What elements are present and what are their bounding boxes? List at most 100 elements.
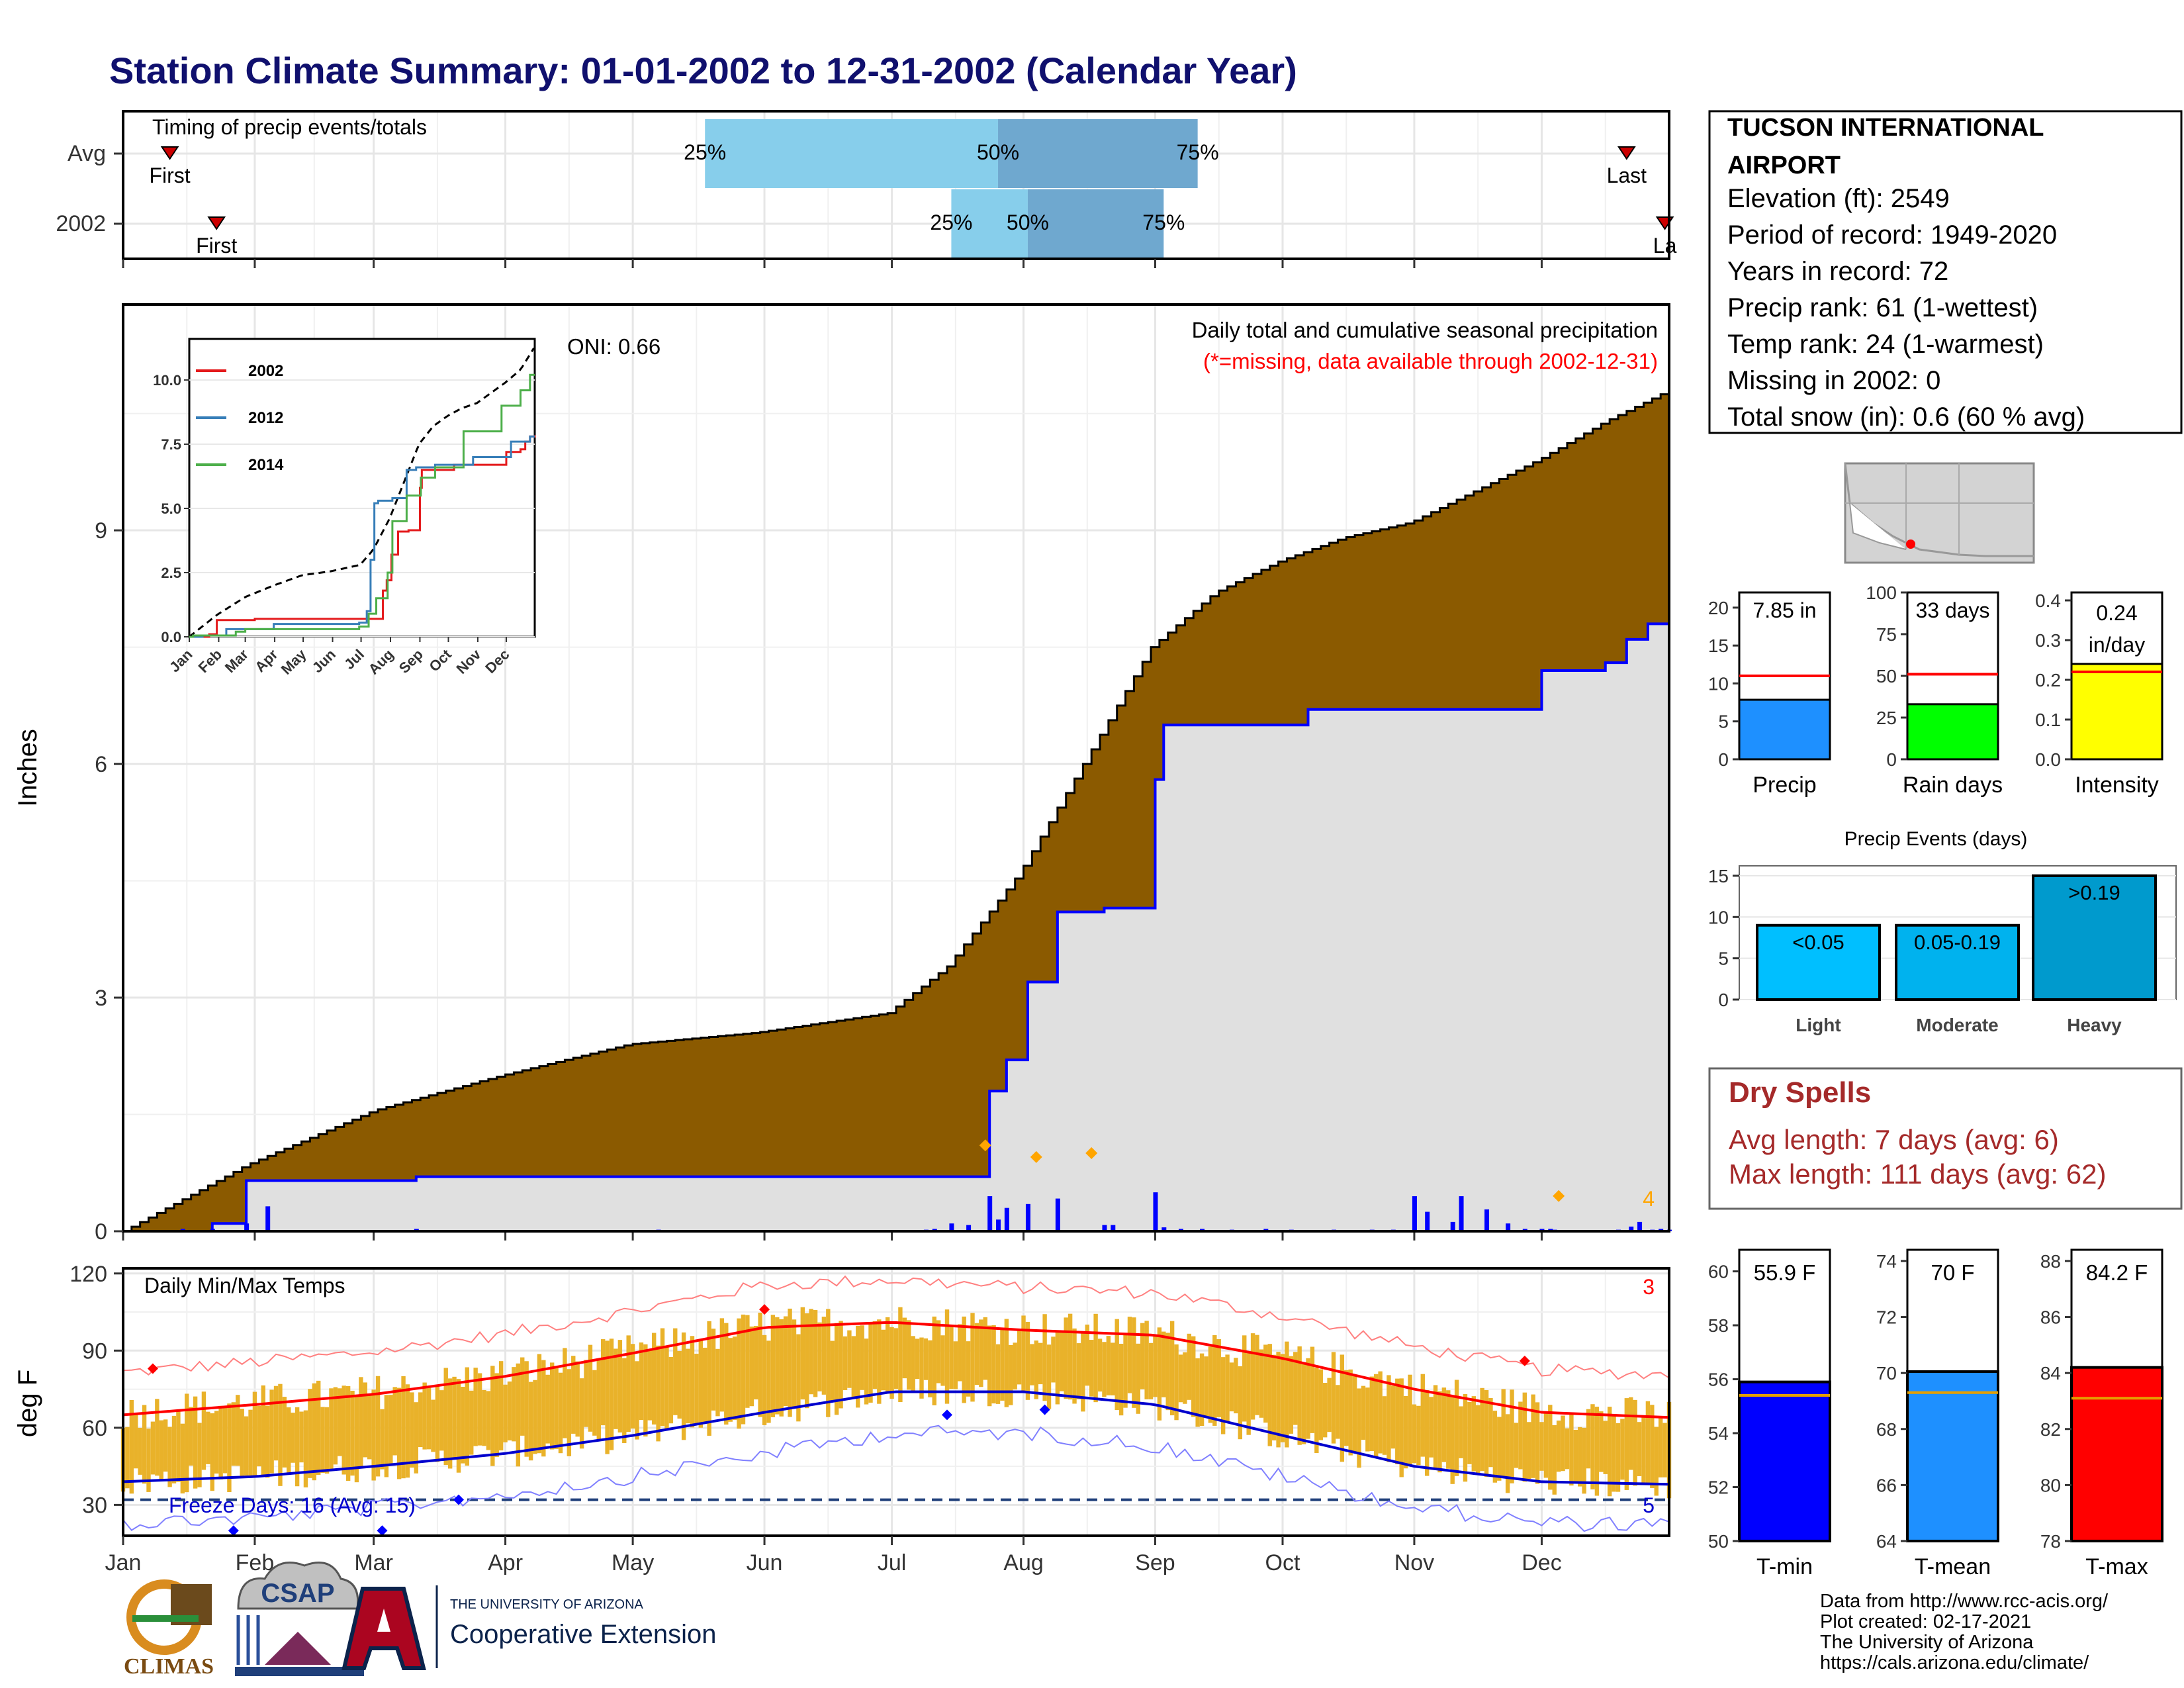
first-event-label: First — [196, 234, 237, 258]
daily-temp-bar — [1072, 1328, 1077, 1404]
summary-bar-y-tick: 5 — [1718, 712, 1729, 732]
daily-temp-bar — [592, 1370, 597, 1436]
daily-temp-bar — [426, 1387, 432, 1450]
daily-temp-bar — [1365, 1387, 1370, 1452]
daily-temp-bar — [125, 1427, 130, 1489]
daily-temp-bar — [681, 1332, 686, 1440]
daily-temp-bar — [596, 1358, 601, 1441]
daily-temp-bar — [422, 1382, 427, 1450]
daily-temp-bar — [146, 1429, 151, 1492]
daily-temp-bar — [1399, 1378, 1404, 1477]
daily-temp-bar — [813, 1310, 818, 1397]
daily-temp-bar — [1068, 1313, 1073, 1400]
daily-temp-bar — [1403, 1395, 1408, 1469]
inset-legend-label: 2012 — [248, 409, 283, 427]
daily-temp-bar — [1030, 1344, 1034, 1385]
daily-temp-bar — [626, 1335, 631, 1432]
daily-temp-bar — [1424, 1389, 1430, 1476]
daily-temp-bar — [1416, 1405, 1421, 1466]
daily-temp-bar — [473, 1368, 478, 1446]
daily-temp-bar — [461, 1386, 465, 1464]
station-temp-rank: Temp rank: 24 (1-warmest) — [1727, 330, 2044, 359]
daily-temp-bar — [392, 1387, 397, 1456]
summary-bar-value-label: in/day — [2089, 633, 2145, 657]
daily-precip-bar — [1111, 1225, 1116, 1231]
daily-temp-bar — [1238, 1366, 1243, 1440]
university-of-arizona-logo: THE UNIVERSITY OF ARIZONA Cooperative Ex… — [341, 1585, 716, 1670]
daily-temp-bar — [1060, 1332, 1064, 1391]
daily-temp-bar — [830, 1340, 835, 1403]
temp-bar-y-tick: 64 — [1876, 1531, 1897, 1552]
daily-temp-bar — [1446, 1390, 1451, 1469]
record-high-marker — [147, 1363, 158, 1374]
station-precip-rank: Precip rank: 61 (1-wettest) — [1727, 293, 2038, 322]
daily-temp-bar — [711, 1329, 716, 1411]
month-tick-label: Jun — [747, 1550, 783, 1575]
daily-temp-bar — [639, 1342, 644, 1421]
month-tick-label: Jan — [105, 1550, 142, 1575]
daily-temp-bar — [1387, 1375, 1391, 1462]
temp-bar-value — [1738, 1380, 1831, 1543]
daily-temp-bar — [1102, 1342, 1107, 1397]
daily-precip-bar — [996, 1219, 1001, 1231]
daily-precip-bar — [1629, 1226, 1634, 1231]
daily-temp-bar — [1306, 1358, 1310, 1439]
daily-temp-bar — [1220, 1357, 1226, 1434]
precip-events-category: Moderate — [1916, 1015, 1998, 1035]
footer-data-source: Data from http://www.rcc-acis.org/ — [1820, 1591, 2109, 1612]
daily-temp-bar — [282, 1397, 287, 1468]
timing-p50-label: 50% — [1007, 211, 1049, 234]
daily-temp-bar — [236, 1395, 240, 1466]
footer-created: Plot created: 02-17-2021 — [1820, 1611, 2031, 1632]
daily-precip-bar — [1459, 1196, 1464, 1231]
daily-temp-bar — [690, 1336, 695, 1428]
daily-temp-bar — [477, 1373, 482, 1446]
daily-temp-bar — [155, 1399, 159, 1476]
daily-temp-bar — [291, 1413, 295, 1463]
timing-panel: 25% 50% 75% First Last 25% 50% 75% First La Timin… — [56, 110, 1677, 268]
daily-temp-bar — [1459, 1406, 1463, 1458]
daily-temp-bar — [1590, 1404, 1595, 1489]
daily-temp-bar — [312, 1383, 316, 1481]
month-tick-label: Apr — [488, 1550, 523, 1575]
daily-temp-bar — [1650, 1405, 1655, 1489]
daily-temp-bar — [193, 1396, 198, 1489]
daily-temp-bar — [456, 1379, 461, 1473]
timing-bar-25-50-Avg — [705, 119, 999, 188]
daily-temp-bar — [1369, 1376, 1374, 1451]
dry-spells-avg: Avg length: 7 days (avg: 6) — [1729, 1124, 2059, 1155]
daily-temp-bar — [826, 1309, 831, 1417]
daily-temp-bar — [1021, 1315, 1026, 1392]
daily-temp-bar — [809, 1309, 813, 1395]
temp-bar-y-tick: 84 — [2040, 1363, 2061, 1383]
summary-bar-y-tick: 100 — [1866, 583, 1897, 603]
inset-y-tick: 0.0 — [161, 629, 181, 645]
precip-y-tick: 0 — [95, 1219, 107, 1244]
precip-caption: Daily total and cumulative seasonal prec… — [1192, 318, 1658, 342]
daily-temp-bar — [222, 1406, 228, 1474]
page-title: Station Climate Summary: 01-01-2002 to 1… — [109, 50, 1297, 91]
daily-temp-bar — [345, 1385, 351, 1481]
daily-temp-bar — [227, 1403, 232, 1492]
daily-temp-bar — [609, 1338, 614, 1450]
inset-line-2014 — [189, 373, 535, 638]
precip-events-y-tick: 5 — [1718, 949, 1729, 969]
daily-temp-bar — [1501, 1389, 1506, 1477]
daily-temp-bar — [686, 1348, 690, 1424]
summary-bar-value — [1906, 703, 1999, 761]
daily-temp-bar — [367, 1394, 372, 1460]
daily-temp-bar — [1556, 1420, 1561, 1472]
daily-temp-bar — [1246, 1353, 1251, 1435]
daily-temp-bar — [171, 1415, 177, 1483]
daily-temp-bar — [563, 1348, 567, 1438]
daily-temp-bar — [1289, 1356, 1294, 1434]
daily-temp-bar — [320, 1407, 325, 1474]
daily-temp-bar — [1484, 1390, 1489, 1477]
daily-temp-bar — [1051, 1336, 1056, 1383]
daily-temp-bar — [418, 1392, 423, 1448]
daily-precip-bar — [1025, 1203, 1030, 1231]
inset-y-tick: 7.5 — [161, 436, 181, 453]
daily-temp-bar — [520, 1357, 525, 1436]
daily-temp-bar — [775, 1317, 780, 1415]
